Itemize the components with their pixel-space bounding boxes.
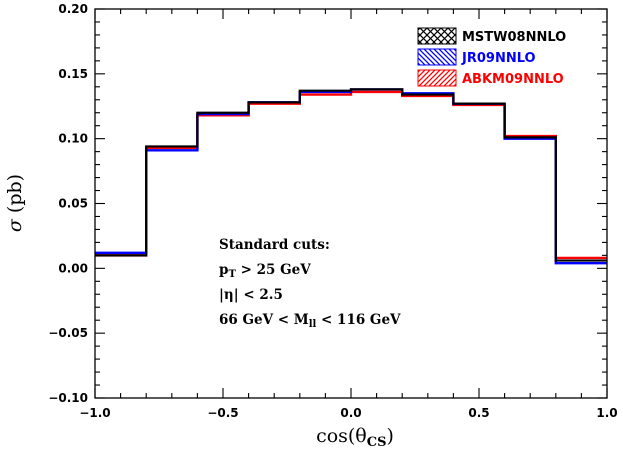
y-tick-label: −0.10 — [48, 391, 88, 405]
y-tick-label: 0.00 — [58, 261, 88, 275]
series-line-mstw08nnlo — [95, 88, 607, 262]
x-tick-label: −1.0 — [79, 406, 110, 420]
x-tick-label: 1.0 — [596, 406, 617, 420]
legend-swatch-mstw08nnlo — [417, 27, 457, 45]
annotation-line-4: 66 GeV < Mll < 116 GeV — [219, 312, 401, 330]
cuts-annotation: Standard cuts: pT > 25 GeV |η| < 2.5 66 … — [219, 237, 401, 330]
histogram-series — [95, 88, 607, 265]
y-tick-label: 0.20 — [58, 2, 88, 16]
legend: MSTW08NNLO JR09NNLO ABKM09NNLO — [417, 27, 566, 87]
plot-frame — [94, 8, 608, 399]
annotation-line-3: |η| < 2.5 — [219, 287, 283, 303]
legend-item-abkm09nnlo: ABKM09NNLO — [417, 69, 564, 87]
x-tick-label: −0.5 — [207, 406, 238, 420]
legend-swatch-abkm09nnlo — [417, 69, 457, 87]
legend-item-jr09nnlo: JR09NNLO — [417, 48, 536, 66]
y-tick-label: 0.10 — [58, 132, 88, 146]
legend-label-abkm09nnlo: ABKM09NNLO — [462, 72, 564, 87]
legend-label-mstw08nnlo: MSTW08NNLO — [462, 30, 566, 45]
axis-ticks: −1.0 −0.5 0.0 0.5 1.0 −0.10 −0.05 0.00 0.05 0.10 0… — [48, 2, 617, 420]
x-tick-label: 0.5 — [468, 406, 489, 420]
series-line-jr09nnlo — [95, 88, 607, 265]
x-tick-label: 0.0 — [340, 406, 361, 420]
y-tick-label: −0.05 — [48, 326, 88, 340]
annotation-line-1: Standard cuts: — [219, 237, 330, 253]
legend-label-jr09nnlo: JR09NNLO — [461, 51, 536, 66]
y-tick-label: 0.15 — [58, 67, 88, 81]
annotation-line-2: pT > 25 GeV — [219, 262, 311, 280]
series-line-abkm09nnlo — [95, 90, 607, 260]
x-axis-title: cos(θCS) — [316, 425, 394, 450]
legend-swatch-jr09nnlo — [417, 48, 457, 66]
y-axis-title: σ (pb) — [4, 174, 26, 232]
legend-item-mstw08nnlo: MSTW08NNLO — [417, 27, 566, 45]
y-tick-label: 0.05 — [58, 197, 88, 211]
